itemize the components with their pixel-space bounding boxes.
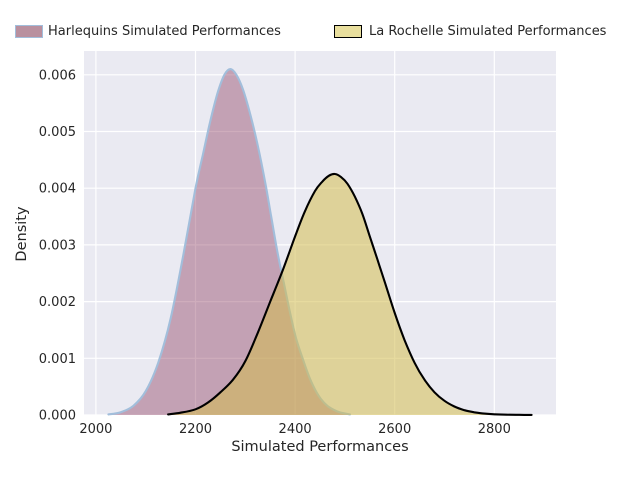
x-tick-label: 2000	[79, 422, 112, 437]
y-tick-label: 0.004	[39, 182, 76, 197]
x-tick-label: 2600	[378, 422, 411, 437]
legend-swatch-harlequins-icon	[15, 25, 43, 38]
y-axis-label: Density	[14, 206, 30, 262]
y-tick-label: 0.001	[39, 352, 76, 367]
x-tick-label: 2400	[279, 422, 312, 437]
x-tick-label: 2800	[478, 422, 511, 437]
la-rochelle-density-area	[168, 173, 532, 415]
y-tick-label: 0.006	[39, 68, 76, 83]
legend: Harlequins Simulated Performances La Roc…	[0, 0, 640, 46]
la-rochelle-density-line	[167, 172, 533, 416]
legend-swatch-larochelle-icon	[334, 25, 362, 38]
x-tick-label: 2200	[179, 422, 212, 437]
y-tick-label: 0.005	[39, 125, 76, 140]
x-axis-label: Simulated Performances	[231, 439, 409, 455]
y-tick-label: 0.003	[39, 238, 76, 253]
y-tick-label: 0.000	[39, 409, 76, 424]
y-tick-label: 0.002	[39, 295, 76, 310]
legend-label-larochelle: La Rochelle Simulated Performances	[369, 24, 607, 39]
legend-label-harlequins: Harlequins Simulated Performances	[48, 24, 281, 39]
